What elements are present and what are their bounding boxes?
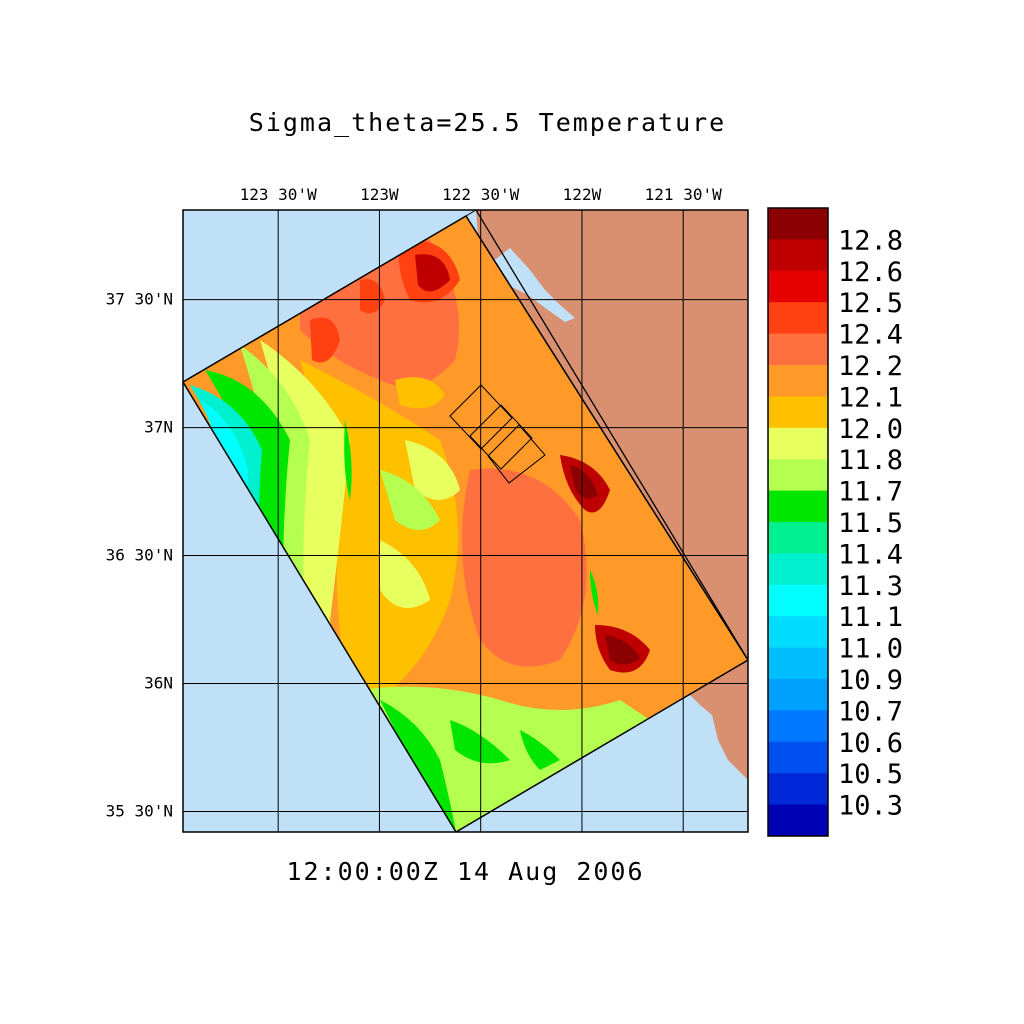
colorbar-swatch <box>768 710 828 743</box>
colorbar-swatch <box>768 679 828 711</box>
model-domain-outline <box>183 214 748 832</box>
colorbar-frame <box>767 207 829 837</box>
colorbar-label: 10.9 <box>838 665 903 696</box>
colorbar-swatch <box>768 270 828 303</box>
colorbar-label: 11.4 <box>838 539 903 570</box>
x-tick-label: 123 30'W <box>240 185 317 204</box>
colorbar-swatch <box>768 365 828 397</box>
colorbar-swatch <box>768 239 828 272</box>
colorbar-swatch <box>768 427 828 460</box>
colorbar-swatch <box>768 208 828 240</box>
y-tick-label: 35 30'N <box>106 802 173 821</box>
x-tick-label: 122W <box>563 185 602 204</box>
x-tick-label: 122 30'W <box>442 185 519 204</box>
colorbar-swatch <box>768 459 828 492</box>
chart-title: Sigma_theta=25.5 Temperature <box>248 108 727 137</box>
colorbar-swatch <box>768 490 828 523</box>
colorbar-label: 11.7 <box>838 477 903 508</box>
colorbar-swatch <box>768 302 828 335</box>
colorbar-label: 12.2 <box>838 351 903 382</box>
nested-boxes <box>449 384 546 484</box>
colorbar-swatch <box>768 773 828 806</box>
colorbar-label: 11.3 <box>838 571 903 602</box>
colorbar-label: 11.1 <box>838 602 903 633</box>
colorbar-label: 10.5 <box>838 759 903 790</box>
colorbar-swatch <box>768 804 828 837</box>
colorbar-swatch <box>768 584 828 617</box>
colorbar-label: 12.4 <box>838 320 903 351</box>
colorbar-label: 12.6 <box>838 257 903 288</box>
colorbar-swatch <box>768 522 828 554</box>
timestamp: 12:00:00Z 14 Aug 2006 <box>286 857 645 886</box>
y-tick-label: 36N <box>144 674 173 693</box>
colorbar-swatch <box>768 553 828 586</box>
y-tick-label: 37 30'N <box>106 290 173 309</box>
colorbar-swatch <box>768 616 828 649</box>
coastal-domain-edge <box>475 210 748 661</box>
colorbar-label: 10.7 <box>838 696 903 727</box>
colorbar-label: 12.1 <box>838 382 903 413</box>
colorbar-label: 12.5 <box>838 288 903 319</box>
plot-frame <box>182 209 749 833</box>
map-area <box>183 210 748 832</box>
colorbar-label: 11.0 <box>838 634 903 665</box>
colorbar-label: 11.8 <box>838 445 903 476</box>
colorbar-label: 10.3 <box>838 791 903 822</box>
x-tick-label: 121 30'W <box>645 185 722 204</box>
colorbar-swatch <box>768 333 828 366</box>
colorbar-label: 12.0 <box>838 414 903 445</box>
colorbar-swatch <box>768 741 828 774</box>
y-tick-label: 37N <box>144 418 173 437</box>
colorbar-swatch <box>768 647 828 680</box>
sf-bay <box>484 248 575 322</box>
y-tick-label: 36 30'N <box>106 546 173 565</box>
x-tick-label: 123W <box>360 185 399 204</box>
colorbar: 12.812.612.512.412.212.112.011.811.711.5… <box>767 207 903 837</box>
colorbar-label: 12.8 <box>838 225 903 256</box>
colorbar-label: 10.6 <box>838 728 903 759</box>
colorbar-swatch <box>768 396 828 429</box>
colorbar-label: 11.5 <box>838 508 903 539</box>
